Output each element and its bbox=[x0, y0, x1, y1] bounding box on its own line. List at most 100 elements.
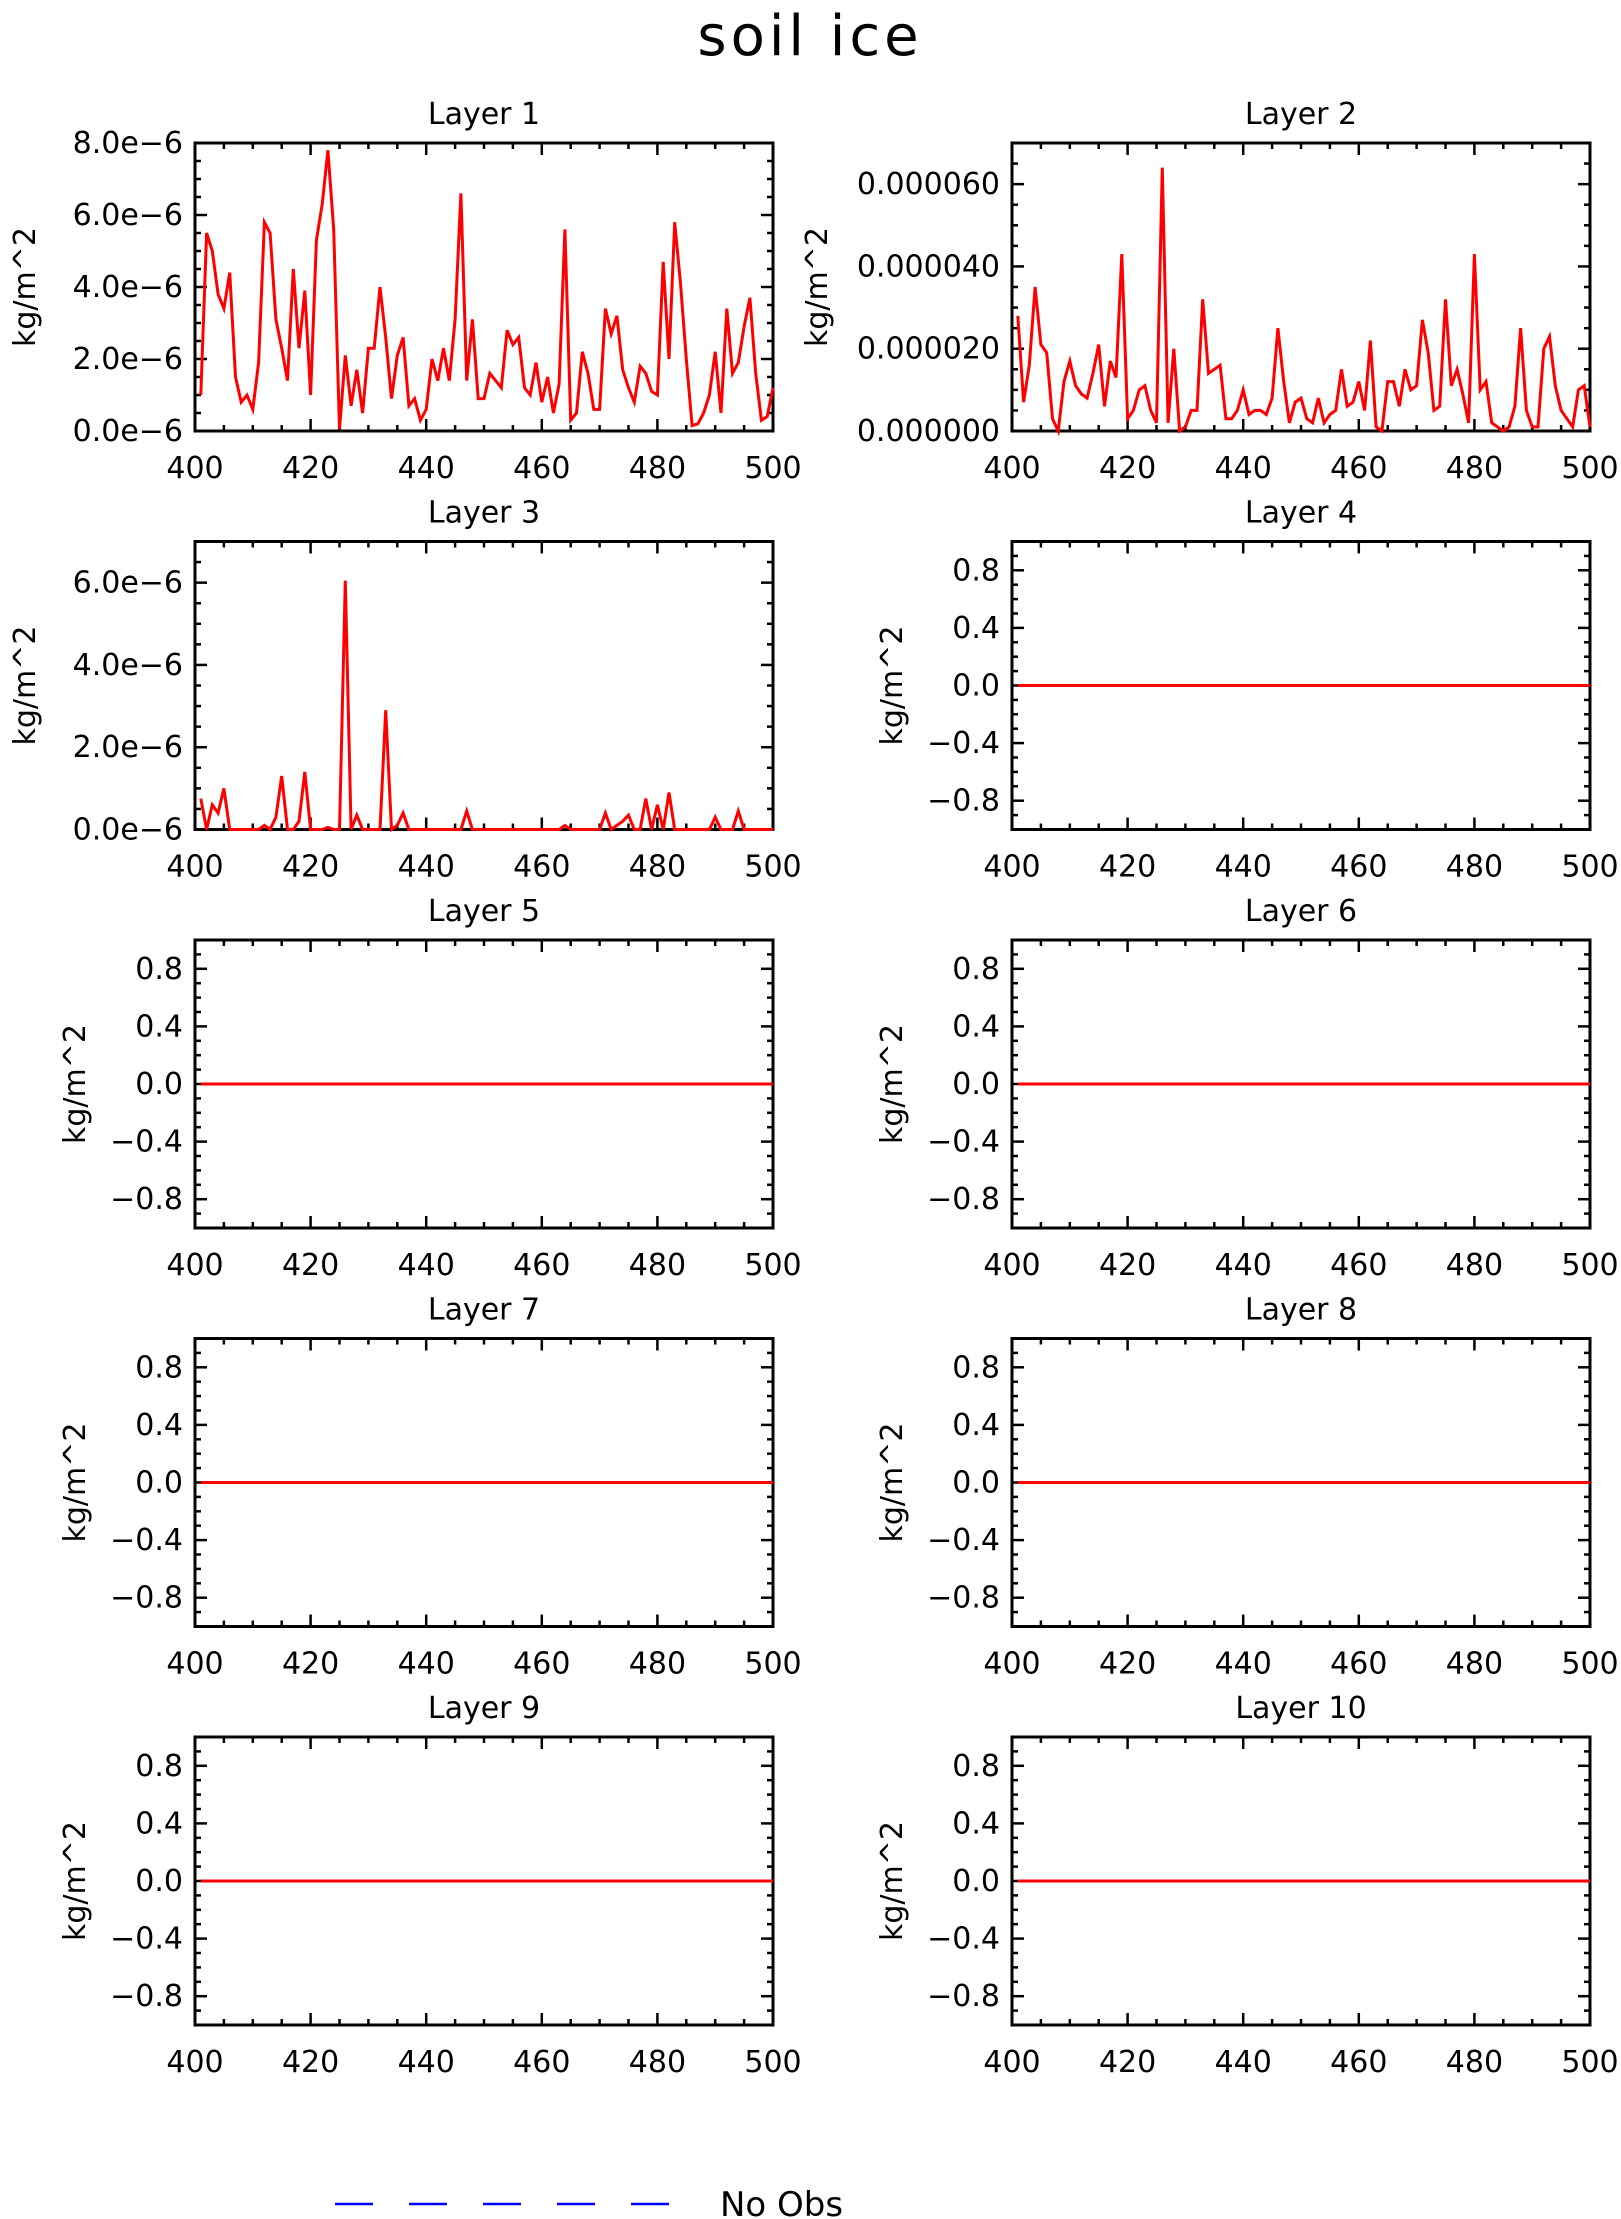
x-tick-label: 440 bbox=[398, 1647, 455, 1682]
y-tick-label: −0.4 bbox=[110, 1523, 183, 1558]
x-tick-label: 400 bbox=[983, 1248, 1040, 1283]
y-tick-label: −0.8 bbox=[927, 784, 1000, 819]
x-tick-label: 420 bbox=[1099, 1248, 1156, 1283]
panel-title: Layer 7 bbox=[428, 1293, 540, 1328]
y-tick-label: 0.4 bbox=[952, 1806, 1000, 1841]
x-tick-label: 460 bbox=[1330, 1248, 1387, 1283]
y-tick-label: 0.8 bbox=[135, 952, 183, 987]
x-tick-label: 500 bbox=[744, 451, 801, 486]
x-tick-label: 400 bbox=[983, 2045, 1040, 2080]
x-tick-label: 460 bbox=[513, 1647, 570, 1682]
x-tick-label: 420 bbox=[1099, 2045, 1156, 2080]
y-axis-label: kg/m^2 bbox=[58, 1821, 93, 1941]
x-tick-label: 500 bbox=[1561, 451, 1618, 486]
y-tick-label: 0.8 bbox=[135, 1749, 183, 1784]
series-line bbox=[199, 580, 773, 833]
panel-title: Layer 10 bbox=[1235, 1691, 1366, 1726]
y-tick-label: −0.8 bbox=[110, 1979, 183, 2014]
x-tick-label: 440 bbox=[1215, 1647, 1272, 1682]
x-tick-label: 460 bbox=[1330, 451, 1387, 486]
y-tick-label: −0.8 bbox=[110, 1182, 183, 1217]
y-tick-label: 0.000060 bbox=[857, 167, 1000, 202]
panel-layer-8: Layer 8 400 420 440 460 480 500 −0.8 −0.4 0.0 0.4 0… bbox=[875, 1293, 1619, 1682]
y-tick-label: 0.8 bbox=[952, 1350, 1000, 1385]
x-tick-label: 480 bbox=[1446, 1647, 1503, 1682]
panel-layer-3: Layer 3 400 420 440 460 480 500 0.0e−6 2.0e−6 4.0… bbox=[8, 496, 802, 885]
y-tick-label: −0.8 bbox=[110, 1581, 183, 1616]
x-tick-label: 460 bbox=[513, 2045, 570, 2080]
x-tick-label: 420 bbox=[282, 1647, 339, 1682]
x-tick-label: 400 bbox=[166, 451, 223, 486]
x-tick-label: 480 bbox=[629, 1647, 686, 1682]
x-tick-label: 500 bbox=[744, 1248, 801, 1283]
x-tick-label: 420 bbox=[282, 1248, 339, 1283]
x-tick-label: 460 bbox=[1330, 2045, 1387, 2080]
y-tick-label: 0.4 bbox=[952, 1009, 1000, 1044]
panel-layer-4: Layer 4 400 420 440 460 480 500 −0.8 −0.4 0.0 0.4 0… bbox=[875, 496, 1619, 885]
y-tick-label: −0.4 bbox=[110, 1125, 183, 1160]
y-axis-label: kg/m^2 bbox=[875, 1024, 910, 1144]
x-tick-label: 500 bbox=[1561, 2045, 1618, 2080]
y-tick-label: 8.0e−6 bbox=[73, 126, 183, 161]
y-tick-label: 0.4 bbox=[135, 1009, 183, 1044]
y-tick-label: 0.8 bbox=[952, 553, 1000, 588]
x-tick-label: 500 bbox=[744, 2045, 801, 2080]
x-tick-label: 400 bbox=[166, 850, 223, 885]
y-tick-label: −0.4 bbox=[927, 726, 1000, 761]
x-tick-label: 460 bbox=[1330, 1647, 1387, 1682]
x-tick-label: 480 bbox=[1446, 1248, 1503, 1283]
y-axis-label: kg/m^2 bbox=[875, 1423, 910, 1543]
x-tick-label: 440 bbox=[1215, 451, 1272, 486]
legend-label: No Obs bbox=[720, 2185, 843, 2219]
y-tick-label: 0.8 bbox=[135, 1350, 183, 1385]
x-tick-label: 500 bbox=[744, 1647, 801, 1682]
y-tick-label: 0.000000 bbox=[857, 414, 1000, 449]
x-tick-label: 500 bbox=[744, 850, 801, 885]
y-tick-label: 6.0e−6 bbox=[73, 198, 183, 233]
y-tick-label: −0.4 bbox=[927, 1523, 1000, 1558]
y-tick-label: −0.8 bbox=[927, 1182, 1000, 1217]
x-tick-label: 400 bbox=[983, 1647, 1040, 1682]
panel-title: Layer 5 bbox=[428, 894, 540, 929]
y-tick-label: 0.0 bbox=[952, 1067, 1000, 1102]
x-tick-label: 500 bbox=[1561, 850, 1618, 885]
y-axis-label: kg/m^2 bbox=[8, 227, 43, 347]
x-tick-label: 480 bbox=[629, 2045, 686, 2080]
x-tick-label: 400 bbox=[983, 850, 1040, 885]
x-tick-label: 460 bbox=[1330, 850, 1387, 885]
panel-title: Layer 8 bbox=[1245, 1293, 1357, 1328]
x-tick-label: 400 bbox=[166, 1248, 223, 1283]
x-tick-label: 420 bbox=[1099, 850, 1156, 885]
y-tick-label: 0.0 bbox=[135, 1466, 183, 1501]
x-tick-label: 500 bbox=[1561, 1647, 1618, 1682]
x-tick-label: 500 bbox=[1561, 1248, 1618, 1283]
plot-frame bbox=[1010, 141, 1592, 433]
y-tick-label: 0.4 bbox=[952, 1408, 1000, 1443]
x-tick-label: 440 bbox=[1215, 850, 1272, 885]
panel-title: Layer 2 bbox=[1245, 97, 1357, 132]
figure-title: soil ice bbox=[697, 4, 922, 69]
x-tick-label: 440 bbox=[398, 451, 455, 486]
y-tick-label: 0.0 bbox=[952, 669, 1000, 704]
x-tick-label: 420 bbox=[1099, 1647, 1156, 1682]
y-axis-label: kg/m^2 bbox=[8, 626, 43, 746]
panel-title: Layer 3 bbox=[428, 496, 540, 531]
plot-frame bbox=[193, 141, 775, 433]
panel-layer-6: Layer 6 400 420 440 460 480 500 −0.8 −0.4 0.0 0.4 0… bbox=[875, 894, 1619, 1283]
panel-title: Layer 9 bbox=[428, 1691, 540, 1726]
y-tick-label: −0.4 bbox=[927, 1125, 1000, 1160]
panel-title: Layer 4 bbox=[1245, 496, 1357, 531]
y-tick-label: 0.000040 bbox=[857, 249, 1000, 284]
x-tick-label: 480 bbox=[1446, 850, 1503, 885]
panel-layer-5: Layer 5 400 420 440 460 480 500 −0.8 −0.4 0.0 0.4 0… bbox=[58, 894, 802, 1283]
x-tick-label: 460 bbox=[513, 451, 570, 486]
x-tick-label: 480 bbox=[629, 1248, 686, 1283]
x-tick-label: 440 bbox=[398, 1248, 455, 1283]
legend: No Obs bbox=[335, 2185, 843, 2219]
x-tick-label: 480 bbox=[1446, 2045, 1503, 2080]
y-tick-label: 0.4 bbox=[952, 611, 1000, 646]
x-tick-label: 480 bbox=[629, 850, 686, 885]
x-tick-label: 400 bbox=[166, 1647, 223, 1682]
x-tick-label: 420 bbox=[1099, 451, 1156, 486]
